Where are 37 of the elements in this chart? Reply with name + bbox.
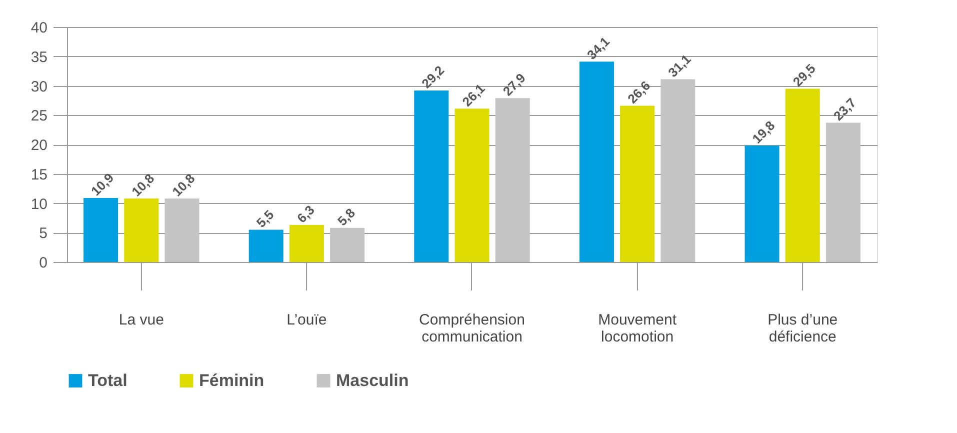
data-label: 5,5 xyxy=(253,207,277,230)
y-tick-label: 20 xyxy=(30,137,48,154)
legend-label: Féminin xyxy=(199,370,264,390)
x-tick-label: L’ouïe xyxy=(286,312,327,328)
bar xyxy=(579,62,614,262)
y-tick-label: 15 xyxy=(30,166,48,184)
bar xyxy=(495,98,530,262)
data-label: 31,1 xyxy=(665,51,694,80)
bar xyxy=(289,224,324,262)
x-tick-label: La vue xyxy=(118,312,164,328)
data-label: 34,1 xyxy=(584,34,612,62)
bar xyxy=(660,79,696,262)
x-tick-label: Compréhension communication xyxy=(419,312,525,346)
bar xyxy=(124,198,159,262)
bar xyxy=(414,90,449,262)
bar xyxy=(454,108,490,262)
y-tick-label: 30 xyxy=(30,78,48,96)
legend-label: Masculin xyxy=(336,370,409,390)
y-tick-label: 0 xyxy=(39,254,48,272)
bar xyxy=(826,122,860,262)
bar xyxy=(744,146,780,262)
y-tick-label: 5 xyxy=(39,225,48,242)
bar xyxy=(164,198,200,262)
legend-label: Total xyxy=(88,370,128,390)
x-tick-label: Plus d’une déficience xyxy=(768,312,838,346)
data-label: 6,3 xyxy=(294,202,318,226)
y-tick-label: 10 xyxy=(30,196,48,213)
bar xyxy=(84,198,118,262)
bar xyxy=(620,106,655,262)
data-label: 5,8 xyxy=(334,205,358,229)
bar xyxy=(248,230,284,262)
y-tick-label: 25 xyxy=(30,108,48,125)
bar xyxy=(785,88,820,262)
bar xyxy=(330,228,365,262)
y-tick-label: 35 xyxy=(30,48,48,66)
y-tick-label: 40 xyxy=(30,20,48,36)
x-tick-label: Mouvement locomotion xyxy=(598,312,678,346)
